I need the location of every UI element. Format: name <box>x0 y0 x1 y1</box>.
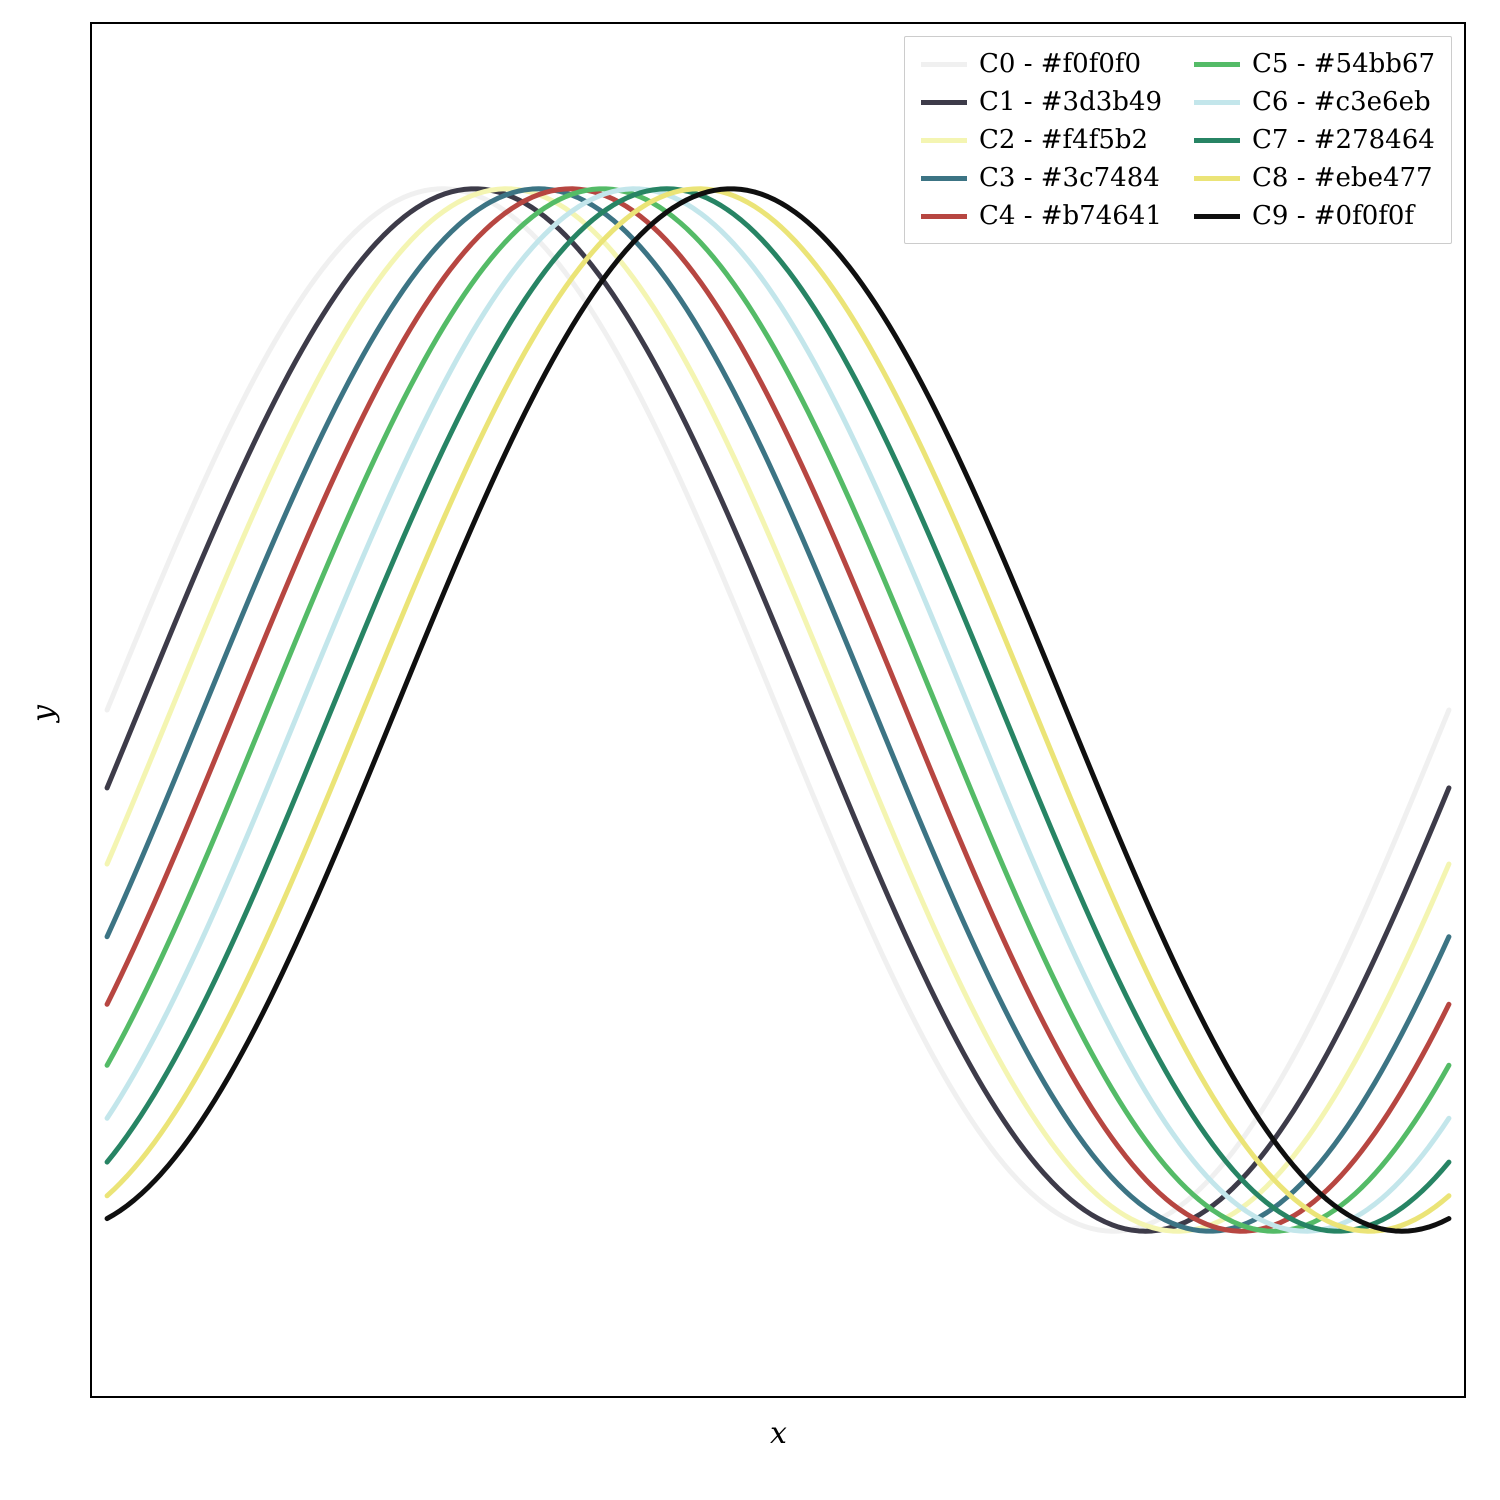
legend-item-C8: C8 - #ebe477 <box>1194 161 1435 195</box>
legend-item-C7: C7 - #278464 <box>1194 123 1435 157</box>
figure: x y C0 - #f0f0f0 C1 - #3d3b49 C2 - #f4f5b2… <box>0 0 1500 1500</box>
legend-swatch-C7 <box>1194 138 1240 143</box>
legend-label-C1: C1 - #3d3b49 <box>979 87 1162 117</box>
legend-item-C9: C9 - #0f0f0f <box>1194 199 1435 233</box>
legend-label-C0: C0 - #f0f0f0 <box>979 49 1141 79</box>
legend-swatch-C1 <box>921 100 967 105</box>
legend-item-C0: C0 - #f0f0f0 <box>921 47 1162 81</box>
x-axis-label: x <box>770 1416 787 1451</box>
legend-item-C3: C3 - #3c7484 <box>921 161 1162 195</box>
legend-label-C4: C4 - #b74641 <box>979 201 1162 231</box>
legend-swatch-C4 <box>921 214 967 219</box>
legend-swatch-C9 <box>1194 214 1240 219</box>
legend-swatch-C6 <box>1194 100 1240 105</box>
legend-item-C6: C6 - #c3e6eb <box>1194 85 1435 119</box>
y-axis-label: y <box>26 705 61 722</box>
legend-label-C2: C2 - #f4f5b2 <box>979 125 1148 155</box>
legend-label-C6: C6 - #c3e6eb <box>1252 87 1431 117</box>
legend: C0 - #f0f0f0 C1 - #3d3b49 C2 - #f4f5b2 C3 -… <box>904 36 1452 244</box>
legend-label-C8: C8 - #ebe477 <box>1252 163 1433 193</box>
legend-swatch-C8 <box>1194 176 1240 181</box>
legend-column-2: C5 - #54bb67 C6 - #c3e6eb C7 - #278464 C8 -… <box>1194 47 1435 233</box>
legend-item-C2: C2 - #f4f5b2 <box>921 123 1162 157</box>
legend-swatch-C0 <box>921 62 967 67</box>
legend-label-C9: C9 - #0f0f0f <box>1252 201 1414 231</box>
legend-label-C3: C3 - #3c7484 <box>979 163 1160 193</box>
legend-column-1: C0 - #f0f0f0 C1 - #3d3b49 C2 - #f4f5b2 C3 -… <box>921 47 1162 233</box>
legend-swatch-C5 <box>1194 62 1240 67</box>
legend-swatch-C2 <box>921 138 967 143</box>
legend-item-C4: C4 - #b74641 <box>921 199 1162 233</box>
legend-swatch-C3 <box>921 176 967 181</box>
legend-item-C1: C1 - #3d3b49 <box>921 85 1162 119</box>
legend-item-C5: C5 - #54bb67 <box>1194 47 1435 81</box>
legend-label-C7: C7 - #278464 <box>1252 125 1435 155</box>
legend-label-C5: C5 - #54bb67 <box>1252 49 1435 79</box>
